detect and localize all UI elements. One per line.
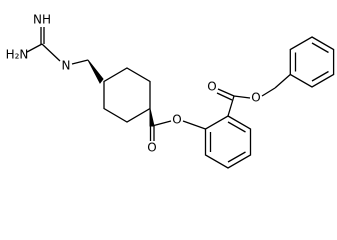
atom-label: NH [33,13,51,27]
atom-label: O [251,91,260,105]
bond [151,120,172,127]
atom-label: O [172,113,181,127]
bond [182,120,206,130]
bond [41,43,61,62]
bond [87,59,104,84]
atom-label: O [147,141,156,155]
atom-label: O [207,80,216,94]
bond [217,88,235,97]
bond [204,115,252,169]
bond [261,87,276,97]
bonds [26,27,335,169]
bond [149,108,155,127]
bond [103,67,151,123]
bond [274,74,291,89]
bond [311,70,329,82]
bond [227,121,246,133]
atom-label: H₂N [6,48,29,62]
bond [311,42,329,54]
bond [233,95,251,99]
molecule: NH H₂N N O O O O [6,13,335,169]
bond [26,43,43,53]
bond [216,92,233,101]
atom-label: N [62,59,71,73]
bond [227,151,246,163]
bond [71,59,89,65]
bond [289,36,335,88]
bond [227,95,235,117]
